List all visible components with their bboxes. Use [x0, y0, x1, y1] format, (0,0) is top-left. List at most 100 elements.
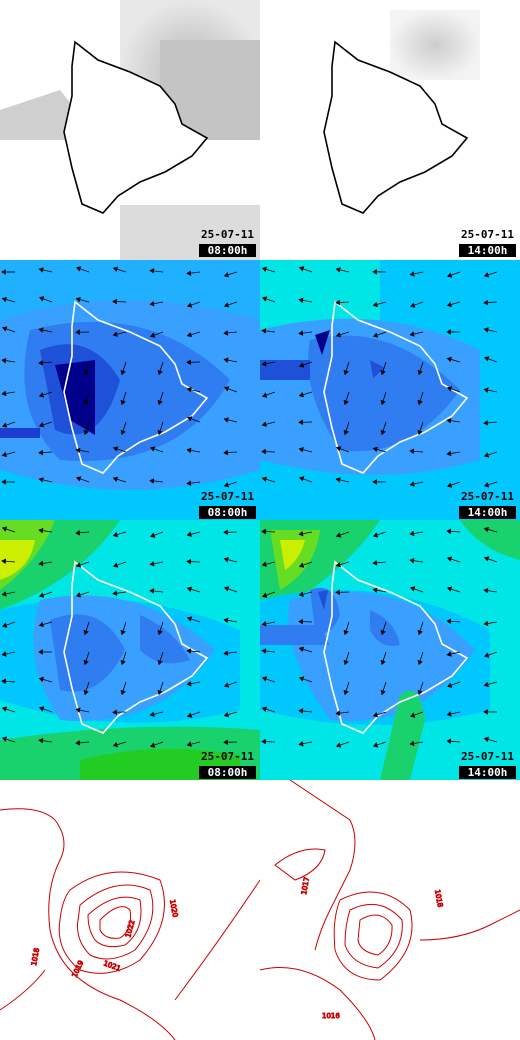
- wind-arrow-head: [223, 682, 230, 688]
- cloud-map-0800: 25-07-11 08:00h: [0, 0, 260, 260]
- wind-arrow-head: [186, 387, 192, 393]
- wind-arrow-head: [380, 629, 386, 636]
- wind-arrow-head: [186, 741, 192, 747]
- wind-speed-layer: [0, 260, 260, 520]
- wind-arrow-head: [149, 561, 155, 567]
- wind-map-1400: 25-07-11 14:00h: [260, 260, 520, 520]
- wind-arrow-head: [446, 528, 452, 535]
- wind-arrow-head: [447, 682, 453, 688]
- wind-arrow-head: [261, 561, 267, 567]
- wind-arrow-head: [157, 369, 163, 376]
- isobar-label: 1018: [433, 889, 444, 908]
- wind-arrow-head: [336, 446, 342, 452]
- wind-arrow-head: [186, 270, 192, 276]
- wind-arrow-head: [2, 422, 8, 428]
- isobar-label: 1019: [71, 959, 86, 979]
- wind-arrow-head: [298, 591, 304, 597]
- wind-arrow-head: [120, 369, 126, 376]
- wind-arrow-head: [298, 741, 304, 747]
- time-label: 08:00h: [199, 506, 256, 519]
- wind-speed-layer: [260, 520, 520, 780]
- wind-arrow-head: [299, 562, 305, 568]
- wind-arrow-head: [223, 272, 230, 278]
- wind-arrow-head: [483, 709, 488, 715]
- wind-arrow-head: [446, 556, 453, 562]
- wind-arrow-head: [38, 676, 44, 683]
- wind-arrow-head: [112, 741, 119, 748]
- wind-arrow-head: [75, 447, 81, 454]
- time-label: 08:00h: [199, 244, 256, 257]
- wind-arrow-head: [261, 360, 267, 367]
- wind-arrow-head: [380, 369, 386, 376]
- wind-arrow-head: [39, 592, 45, 598]
- wind-arrow-head: [483, 420, 489, 426]
- wind-arrow-head: [298, 530, 304, 537]
- wind-arrow-head: [447, 272, 453, 278]
- wind-arrow-head: [223, 417, 229, 423]
- wind-arrow-head: [261, 328, 267, 334]
- coastline: [63, 560, 209, 734]
- wind-arrow-head: [343, 659, 349, 666]
- wind-arrow-head: [186, 531, 192, 537]
- wind-arrow-head: [372, 712, 379, 718]
- wind-arrow-head: [261, 528, 266, 535]
- wind-arrow-head: [335, 742, 342, 748]
- wind-arrow-head: [223, 482, 230, 488]
- wind-arrow-head: [417, 629, 423, 636]
- time-label: 08:00h: [199, 766, 256, 779]
- wind-arrow-head: [1, 357, 7, 364]
- wind-arrow-head: [112, 298, 117, 305]
- wind-arrow-head: [1, 296, 7, 303]
- date-label: 25-07-11: [461, 490, 514, 503]
- wind-arrow-head: [299, 266, 305, 272]
- wind-arrow-head: [112, 531, 118, 538]
- wind-arrows: [1, 526, 238, 748]
- wind-arrow-head: [223, 650, 229, 656]
- wind-arrow-head: [261, 621, 267, 627]
- wind-arrow-head: [120, 399, 126, 406]
- wind-arrows: [261, 526, 498, 748]
- wind-arrow-head: [38, 621, 44, 628]
- wind-arrow-head: [157, 659, 163, 666]
- wind-arrow-head: [483, 272, 490, 278]
- isobar-label: 1020: [168, 899, 179, 918]
- timestamp: 25-07-11 14:00h: [459, 490, 516, 519]
- wind-arrow-head: [186, 447, 192, 454]
- date-label: 25-07-11: [201, 228, 254, 241]
- wind-arrow-head: [38, 477, 44, 483]
- wind-arrow-head: [343, 399, 349, 406]
- wind-arrow-head: [186, 331, 193, 338]
- wind-arrow-head: [380, 659, 386, 666]
- wind-arrow-head: [446, 738, 452, 745]
- wind-arrow-head: [372, 446, 378, 453]
- time-label: 14:00h: [459, 766, 516, 779]
- wind-arrow-head: [409, 448, 415, 455]
- wind-arrow-head: [483, 452, 490, 458]
- wind80-map-0800: 25-07-11 08:00h: [0, 520, 260, 780]
- wind-arrow-head: [483, 526, 489, 533]
- wind-arrow-head: [483, 327, 489, 333]
- wind-arrow-head: [1, 390, 7, 397]
- wind-arrow-head: [223, 711, 229, 718]
- wind-arrow-head: [1, 706, 8, 712]
- wind-arrow-head: [335, 710, 341, 716]
- wind-arrow-head: [75, 740, 81, 746]
- wind-arrow-head: [38, 649, 43, 655]
- wind-arrow-head: [343, 629, 349, 636]
- wind-arrow-head: [157, 399, 163, 406]
- wind-arrow-head: [409, 530, 415, 537]
- wind-arrow-head: [417, 429, 423, 436]
- wind-arrow-head: [187, 416, 193, 422]
- wind-arrow-head: [2, 326, 8, 332]
- wind-arrow-head: [112, 266, 119, 272]
- wind-arrow-head: [298, 330, 304, 336]
- wind-arrow-head: [112, 331, 118, 337]
- coastline: [323, 560, 469, 734]
- timestamp: 25-07-11 08:00h: [199, 228, 256, 257]
- wind-arrow-head: [1, 479, 6, 485]
- wind-arrow-head: [262, 392, 268, 398]
- wind-arrow-head: [83, 399, 89, 406]
- wind-arrow-head: [298, 708, 304, 714]
- wind-arrow-head: [224, 386, 230, 392]
- wind-arrow-head: [112, 709, 117, 716]
